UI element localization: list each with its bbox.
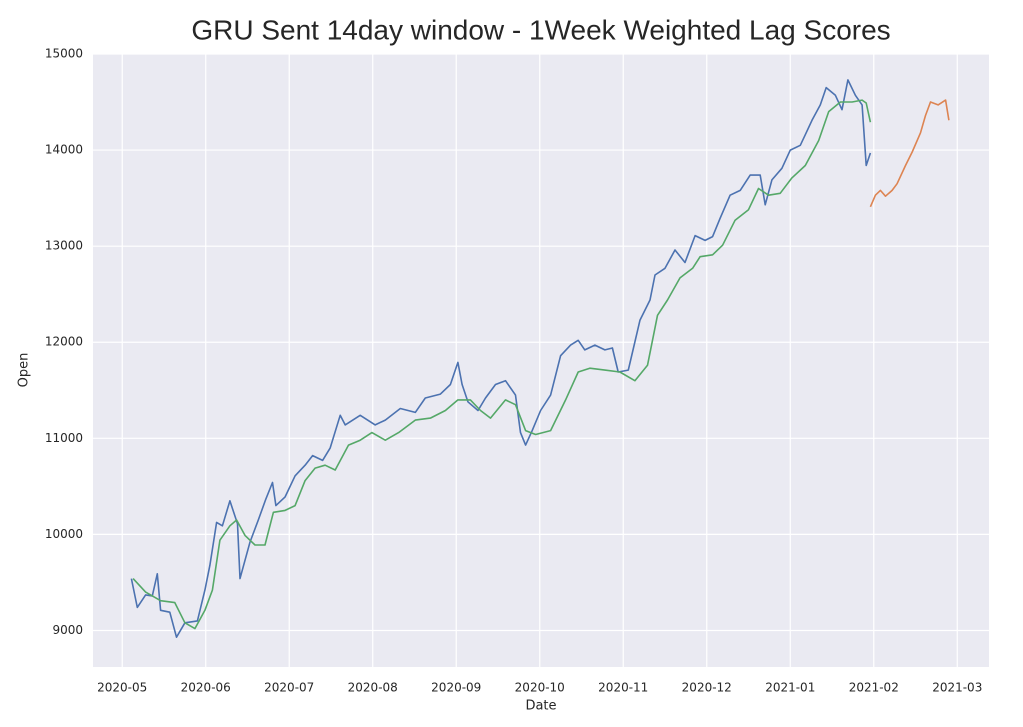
grid (93, 53, 989, 667)
x-tick-label: 2020-11 (598, 681, 648, 695)
chart-title: GRU Sent 14day window - 1Week Weighted L… (191, 14, 890, 45)
x-axis-label: Date (525, 699, 556, 714)
x-tick-label: 2020-12 (682, 681, 732, 695)
x-tick-label: 2020-08 (348, 681, 398, 695)
y-axis-label: Open (17, 353, 32, 388)
x-tick-label: 2020-09 (431, 681, 481, 695)
series-line (132, 99, 872, 630)
y-tick-label: 10000 (45, 527, 83, 541)
x-tick-label: 2021-01 (765, 681, 815, 695)
lines (130, 79, 950, 638)
y-tick-label: 15000 (45, 47, 83, 61)
y-tick-label: 9000 (52, 623, 83, 637)
x-tick-label: 2020-05 (97, 681, 147, 695)
y-tick-label: 12000 (45, 335, 83, 349)
series-line (869, 99, 950, 208)
y-tick-label: 13000 (45, 239, 83, 253)
y-tick-label: 11000 (45, 431, 83, 445)
x-tick-label: 2020-07 (264, 681, 314, 695)
x-tick-label: 2021-03 (932, 681, 982, 695)
x-tick-label: 2020-10 (515, 681, 565, 695)
x-tick-label: 2021-02 (849, 681, 899, 695)
x-tick-label: 2020-06 (181, 681, 231, 695)
y-tick-label: 14000 (45, 143, 83, 157)
plot-area (93, 54, 989, 667)
